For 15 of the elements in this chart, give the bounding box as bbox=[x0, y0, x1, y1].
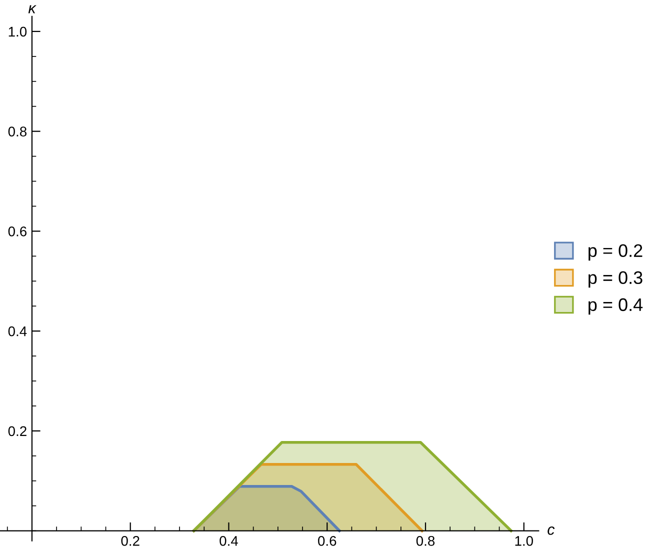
y-tick-label: 0.6 bbox=[8, 226, 27, 236]
x-axis-title: c bbox=[548, 526, 555, 535]
y-tick-label: 1.0 bbox=[8, 26, 27, 37]
x-tick-label: 0.2 bbox=[121, 536, 140, 546]
y-tick-label: 0.8 bbox=[8, 126, 27, 136]
y-tick-label: 0.2 bbox=[8, 426, 26, 436]
y-axis-title: κ bbox=[28, 5, 36, 14]
x-tick-label: 0.8 bbox=[416, 536, 435, 546]
legend-label: p = 0.3 bbox=[588, 271, 642, 288]
x-tick-label: 0.6 bbox=[318, 536, 336, 546]
legend-label: p = 0.2 bbox=[588, 244, 642, 261]
x-tick-label: 0.4 bbox=[220, 536, 238, 546]
y-tick-label: 0.4 bbox=[8, 326, 27, 336]
x-tick-label: 1.0 bbox=[515, 536, 534, 546]
legend-label: p = 0.4 bbox=[588, 298, 643, 315]
